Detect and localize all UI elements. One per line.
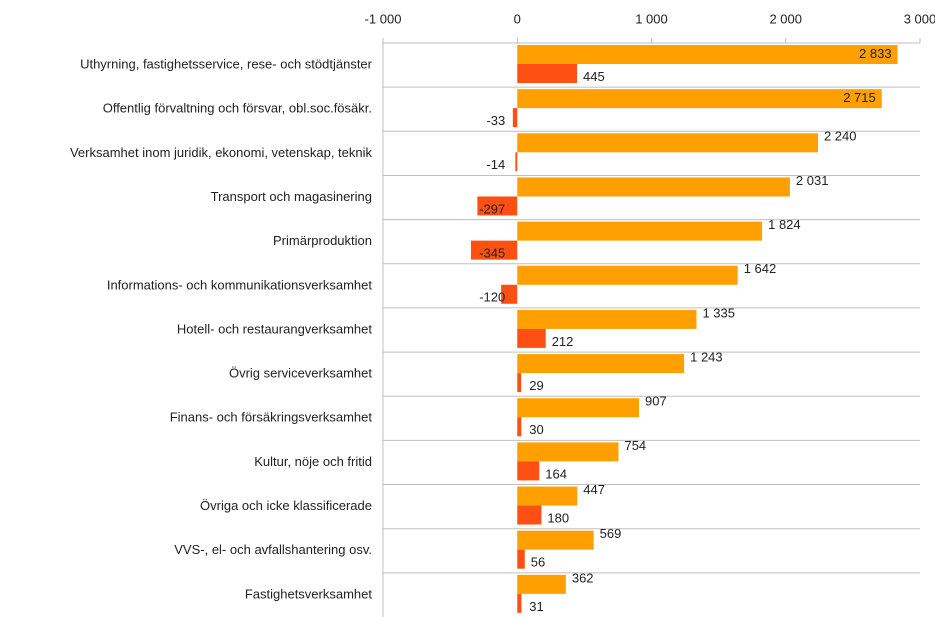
category-label: Offentlig förvaltning och försvar, obl.s… bbox=[103, 101, 372, 116]
data-label: 1 824 bbox=[768, 217, 801, 232]
data-label: 362 bbox=[572, 570, 594, 585]
data-label: 1 243 bbox=[690, 350, 723, 365]
x-tick-label: -1 000 bbox=[365, 11, 402, 26]
data-label: 1 642 bbox=[744, 261, 777, 276]
bar bbox=[517, 417, 522, 437]
data-label: 754 bbox=[624, 438, 646, 453]
bar bbox=[517, 354, 685, 374]
bar bbox=[517, 265, 738, 285]
data-label: 29 bbox=[529, 378, 543, 393]
bar bbox=[517, 328, 546, 348]
bar bbox=[501, 284, 518, 304]
bar bbox=[517, 486, 578, 506]
data-label: 2 031 bbox=[796, 173, 829, 188]
data-label: 56 bbox=[531, 555, 545, 570]
category-label: Transport och magasinering bbox=[211, 189, 372, 204]
data-label: 2 715 bbox=[843, 90, 876, 105]
data-label: 180 bbox=[547, 510, 569, 525]
x-tick-label: 2 000 bbox=[769, 11, 802, 26]
data-label: 164 bbox=[545, 466, 567, 481]
category-label: Fastighetsverksamhet bbox=[245, 586, 373, 601]
bar bbox=[517, 549, 525, 569]
bar bbox=[517, 309, 697, 329]
data-label: -120 bbox=[479, 290, 505, 305]
bar bbox=[517, 398, 640, 418]
bar bbox=[517, 530, 594, 550]
bar bbox=[517, 45, 898, 64]
data-label: 569 bbox=[600, 526, 622, 541]
x-tick-label: 3 000 bbox=[904, 11, 935, 26]
category-label: Övrig serviceverksamhet bbox=[229, 366, 372, 381]
data-label: 1 335 bbox=[702, 305, 735, 320]
bar bbox=[470, 240, 518, 260]
category-label: Hotell- och restaurangverksamhet bbox=[177, 321, 372, 336]
category-label: VVS-, el- och avfallshantering osv. bbox=[174, 542, 372, 557]
data-label: -345 bbox=[479, 246, 505, 261]
category-label: Verksamhet inom juridik, ekonomi, vetens… bbox=[70, 145, 373, 160]
data-label: -33 bbox=[486, 113, 505, 128]
data-label: 31 bbox=[529, 599, 543, 614]
category-label: Uthyrning, fastighetsservice, rese- och … bbox=[80, 57, 373, 72]
bar bbox=[517, 89, 882, 109]
bar bbox=[517, 133, 818, 153]
data-label: 447 bbox=[583, 482, 605, 497]
bar bbox=[477, 196, 518, 216]
bar bbox=[517, 505, 542, 525]
bar bbox=[517, 461, 540, 481]
category-label: Finans- och försäkringsverksamhet bbox=[170, 410, 373, 425]
data-label: 445 bbox=[583, 69, 605, 84]
bar bbox=[517, 593, 522, 613]
category-label: Övriga och icke klassificerade bbox=[200, 498, 372, 513]
bar bbox=[517, 574, 566, 594]
bar bbox=[517, 373, 522, 393]
data-label: -14 bbox=[486, 157, 505, 172]
data-label: -297 bbox=[479, 201, 505, 216]
bar bbox=[517, 177, 790, 197]
bar bbox=[515, 152, 518, 172]
data-label: 212 bbox=[552, 334, 574, 349]
bar bbox=[517, 442, 619, 462]
x-tick-label: 0 bbox=[514, 11, 521, 26]
category-label: Informations- och kommunikationsverksamh… bbox=[107, 277, 373, 292]
data-label: 907 bbox=[645, 394, 667, 409]
bar bbox=[517, 221, 763, 241]
category-label: Kultur, nöje och fritid bbox=[254, 454, 372, 469]
bar bbox=[517, 64, 577, 83]
x-tick-label: 1 000 bbox=[635, 11, 668, 26]
bar bbox=[512, 108, 518, 128]
data-label: 2 833 bbox=[859, 46, 892, 61]
data-label: 30 bbox=[529, 422, 543, 437]
category-label: Primärproduktion bbox=[273, 233, 372, 248]
data-label: 2 240 bbox=[824, 129, 857, 144]
